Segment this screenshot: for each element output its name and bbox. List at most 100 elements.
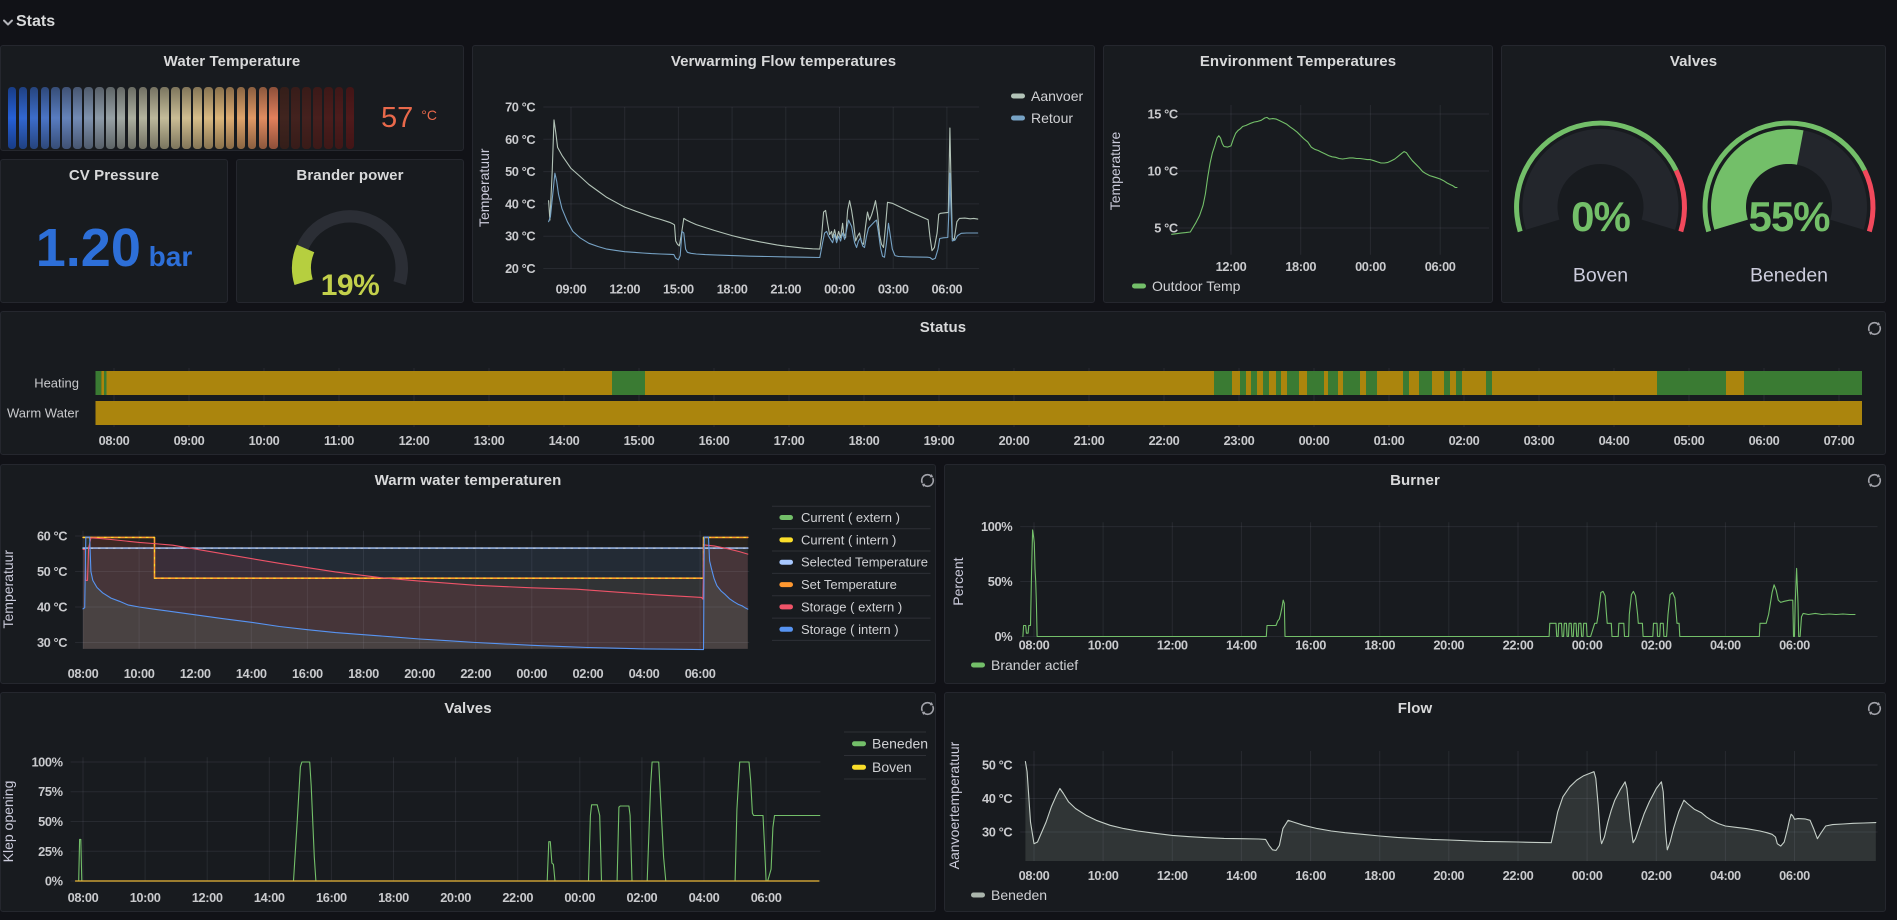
svg-text:00:00: 00:00	[516, 666, 547, 681]
svg-text:22:00: 22:00	[460, 666, 491, 681]
svg-text:20:00: 20:00	[999, 433, 1030, 448]
svg-text:Boven: Boven	[1573, 265, 1628, 287]
svg-text:03:00: 03:00	[878, 282, 909, 297]
svg-text:18:00: 18:00	[378, 890, 409, 905]
svg-text:06:00: 06:00	[932, 282, 963, 297]
svg-text:08:00: 08:00	[1019, 868, 1050, 883]
svg-text:20:00: 20:00	[1433, 868, 1464, 883]
svg-text:02:00: 02:00	[1449, 433, 1480, 448]
svg-text:14:00: 14:00	[549, 433, 580, 448]
svg-text:22:00: 22:00	[1503, 638, 1534, 653]
svg-text:02:00: 02:00	[573, 666, 604, 681]
svg-text:00:00: 00:00	[1355, 259, 1386, 274]
svg-text:40 °C: 40 °C	[982, 791, 1012, 806]
svg-text:Beneden: Beneden	[1750, 265, 1828, 287]
svg-text:17:00: 17:00	[774, 433, 805, 448]
svg-text:Klep opening: Klep opening	[1, 781, 16, 863]
svg-text:15 °C: 15 °C	[1148, 107, 1178, 122]
svg-text:55%: 55%	[1748, 193, 1830, 240]
svg-text:30 °C: 30 °C	[505, 229, 535, 244]
svg-text:03:00: 03:00	[1524, 433, 1555, 448]
svg-text:21:00: 21:00	[770, 282, 801, 297]
svg-text:50 °C: 50 °C	[37, 564, 67, 579]
svg-text:100%: 100%	[31, 755, 63, 770]
svg-text:Boven: Boven	[872, 759, 912, 775]
svg-text:5 °C: 5 °C	[1154, 221, 1178, 236]
svg-text:20 °C: 20 °C	[505, 261, 535, 276]
svg-text:21:00: 21:00	[1074, 433, 1105, 448]
svg-text:100%: 100%	[981, 519, 1013, 534]
svg-text:Outdoor Temp: Outdoor Temp	[1152, 278, 1241, 294]
svg-text:Storage ( intern ): Storage ( intern )	[801, 622, 899, 637]
svg-text:06:00: 06:00	[1779, 868, 1810, 883]
svg-text:18:00: 18:00	[348, 666, 379, 681]
svg-text:Set Temperature: Set Temperature	[801, 577, 897, 592]
svg-text:50 °C: 50 °C	[505, 164, 535, 179]
svg-text:16:00: 16:00	[699, 433, 730, 448]
svg-text:06:00: 06:00	[1425, 259, 1456, 274]
svg-text:18:00: 18:00	[1364, 638, 1395, 653]
svg-text:19%: 19%	[321, 269, 380, 302]
svg-text:18:00: 18:00	[849, 433, 880, 448]
svg-text:09:00: 09:00	[556, 282, 587, 297]
svg-text:Selected Temperature: Selected Temperature	[801, 555, 928, 570]
svg-text:Aanvoertemperatuur: Aanvoertemperatuur	[946, 741, 962, 869]
svg-text:08:00: 08:00	[68, 666, 99, 681]
svg-text:0%: 0%	[45, 874, 64, 889]
svg-text:50%: 50%	[38, 814, 63, 829]
svg-text:00:00: 00:00	[564, 890, 595, 905]
svg-text:Temperatuur: Temperatuur	[1, 550, 16, 629]
svg-text:00:00: 00:00	[824, 282, 855, 297]
svg-text:02:00: 02:00	[1641, 868, 1672, 883]
svg-text:02:00: 02:00	[1641, 638, 1672, 653]
svg-text:06:00: 06:00	[751, 890, 782, 905]
svg-text:0%: 0%	[1571, 193, 1630, 240]
svg-text:Storage ( extern ): Storage ( extern )	[801, 599, 902, 614]
svg-text:22:00: 22:00	[1149, 433, 1180, 448]
svg-text:12:00: 12:00	[180, 666, 211, 681]
svg-text:14:00: 14:00	[1226, 868, 1257, 883]
svg-text:10:00: 10:00	[1088, 638, 1119, 653]
svg-text:08:00: 08:00	[99, 433, 130, 448]
svg-text:10 °C: 10 °C	[1148, 164, 1178, 179]
svg-text:16:00: 16:00	[1295, 638, 1326, 653]
svg-text:19:00: 19:00	[924, 433, 955, 448]
svg-text:40 °C: 40 °C	[505, 196, 535, 211]
svg-text:Heating: Heating	[34, 376, 79, 391]
svg-text:30 °C: 30 °C	[37, 635, 67, 650]
svg-text:06:00: 06:00	[1749, 433, 1780, 448]
svg-text:Current ( extern ): Current ( extern )	[801, 510, 900, 525]
svg-text:15:00: 15:00	[663, 282, 694, 297]
svg-text:04:00: 04:00	[689, 890, 720, 905]
svg-text:13:00: 13:00	[474, 433, 505, 448]
svg-text:14:00: 14:00	[236, 666, 267, 681]
svg-text:23:00: 23:00	[1224, 433, 1255, 448]
svg-text:14:00: 14:00	[1226, 638, 1257, 653]
svg-text:30 °C: 30 °C	[982, 825, 1012, 840]
svg-text:05:00: 05:00	[1674, 433, 1705, 448]
svg-text:08:00: 08:00	[68, 890, 99, 905]
svg-text:06:00: 06:00	[685, 666, 716, 681]
svg-text:11:00: 11:00	[324, 433, 354, 448]
svg-text:10:00: 10:00	[249, 433, 280, 448]
svg-text:Brander actief: Brander actief	[991, 657, 1078, 673]
svg-text:Retour: Retour	[1031, 110, 1073, 126]
svg-text:00:00: 00:00	[1572, 638, 1603, 653]
svg-text:22:00: 22:00	[502, 890, 533, 905]
svg-text:07:00: 07:00	[1824, 433, 1855, 448]
svg-text:50 °C: 50 °C	[982, 758, 1012, 773]
svg-text:10:00: 10:00	[124, 666, 155, 681]
svg-text:Beneden: Beneden	[991, 887, 1047, 903]
svg-text:09:00: 09:00	[174, 433, 205, 448]
svg-text:22:00: 22:00	[1503, 868, 1534, 883]
svg-text:18:00: 18:00	[717, 282, 748, 297]
svg-text:15:00: 15:00	[624, 433, 655, 448]
svg-text:12:00: 12:00	[399, 433, 430, 448]
svg-text:06:00: 06:00	[1779, 638, 1810, 653]
svg-text:10:00: 10:00	[1088, 868, 1119, 883]
svg-text:Percent: Percent	[950, 557, 966, 605]
svg-text:14:00: 14:00	[254, 890, 285, 905]
svg-text:04:00: 04:00	[629, 666, 660, 681]
svg-text:0%: 0%	[994, 629, 1013, 644]
svg-text:Temperatuur: Temperatuur	[476, 148, 492, 227]
